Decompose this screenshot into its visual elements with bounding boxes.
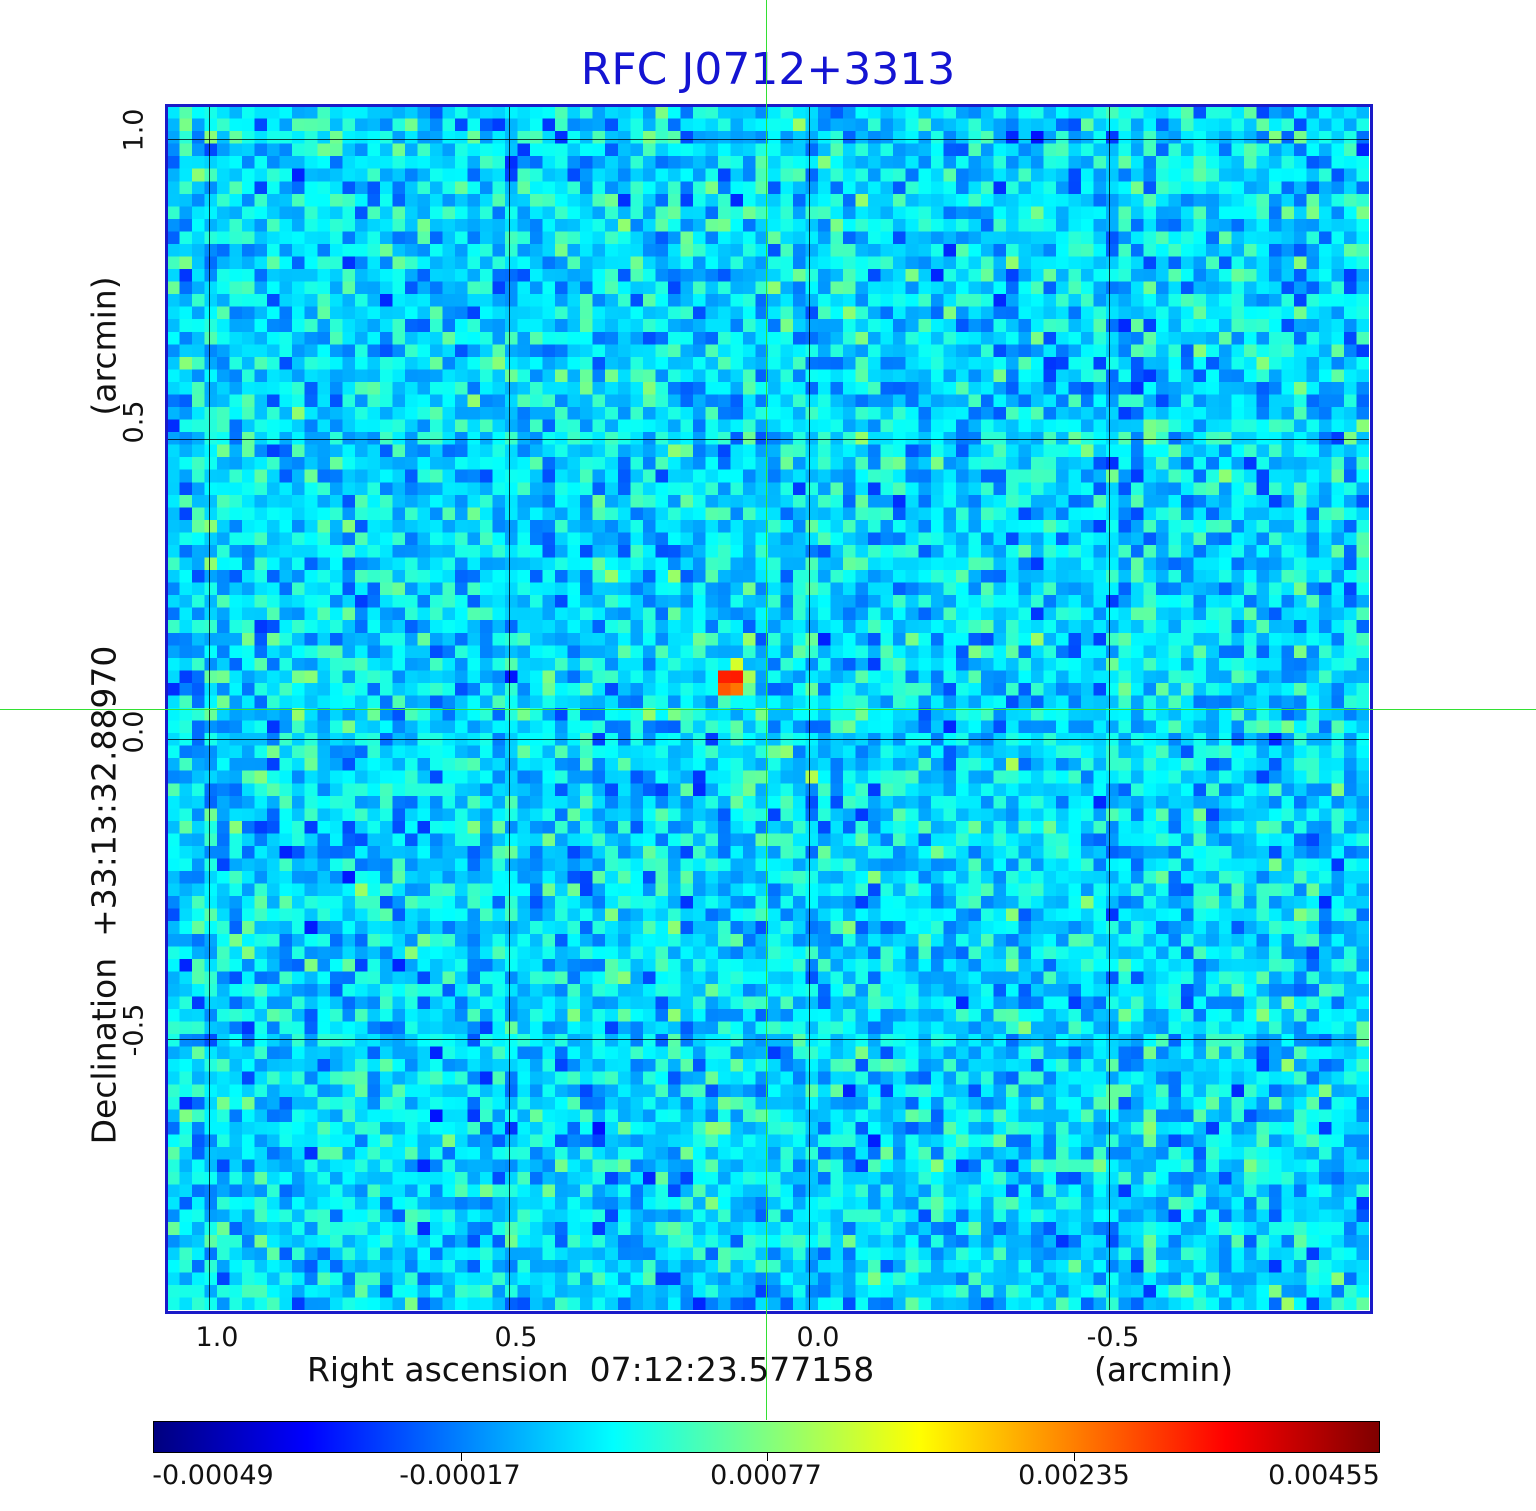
colorbar-label: -0.00017 [399, 1460, 521, 1491]
grid-line-dec-0.0 [167, 739, 1369, 740]
image-title: RFC J0712+3313 [580, 44, 956, 95]
x-tick-label: -0.5 [1086, 1322, 1140, 1353]
x-axis-unit: (arcmin) [1094, 1350, 1234, 1389]
grid-line-ra-0.5 [509, 106, 510, 1310]
x-tick-label: 0.0 [796, 1322, 840, 1353]
grid-line-dec--0.5 [167, 1039, 1369, 1040]
colorbar [153, 1421, 1380, 1453]
sky-image[interactable] [167, 106, 1369, 1310]
colorbar-tick [767, 1453, 768, 1461]
colorbar-label: -0.00049 [152, 1460, 274, 1491]
x-tick-label: 1.0 [195, 1322, 239, 1353]
grid-line-ra-0.0 [809, 106, 810, 1310]
colorbar-label: 0.00077 [710, 1460, 822, 1491]
grid-line-ra--0.5 [1109, 106, 1110, 1310]
crosshair-vertical [766, 0, 767, 1420]
x-axis-label: Right ascension 07:12:23.577158 [307, 1350, 875, 1389]
grid-line-ra-1.0 [209, 106, 210, 1310]
colorbar-label: 0.00235 [1018, 1460, 1130, 1491]
colorbar-label: 0.00455 [1268, 1460, 1380, 1491]
y-axis-unit: (arcmin) [84, 276, 124, 416]
grid-line-dec-0.5 [167, 439, 1369, 440]
y-tick-label: 1.0 [118, 108, 150, 152]
crosshair-horizontal [0, 709, 1536, 710]
colorbar-tick [1074, 1453, 1075, 1461]
grid-line-dec-1.0 [167, 139, 1369, 140]
x-tick-label: 0.5 [494, 1322, 538, 1353]
colorbar-tick [461, 1453, 462, 1461]
y-axis-label: Declination +33:13:32.88970 [84, 645, 124, 1145]
